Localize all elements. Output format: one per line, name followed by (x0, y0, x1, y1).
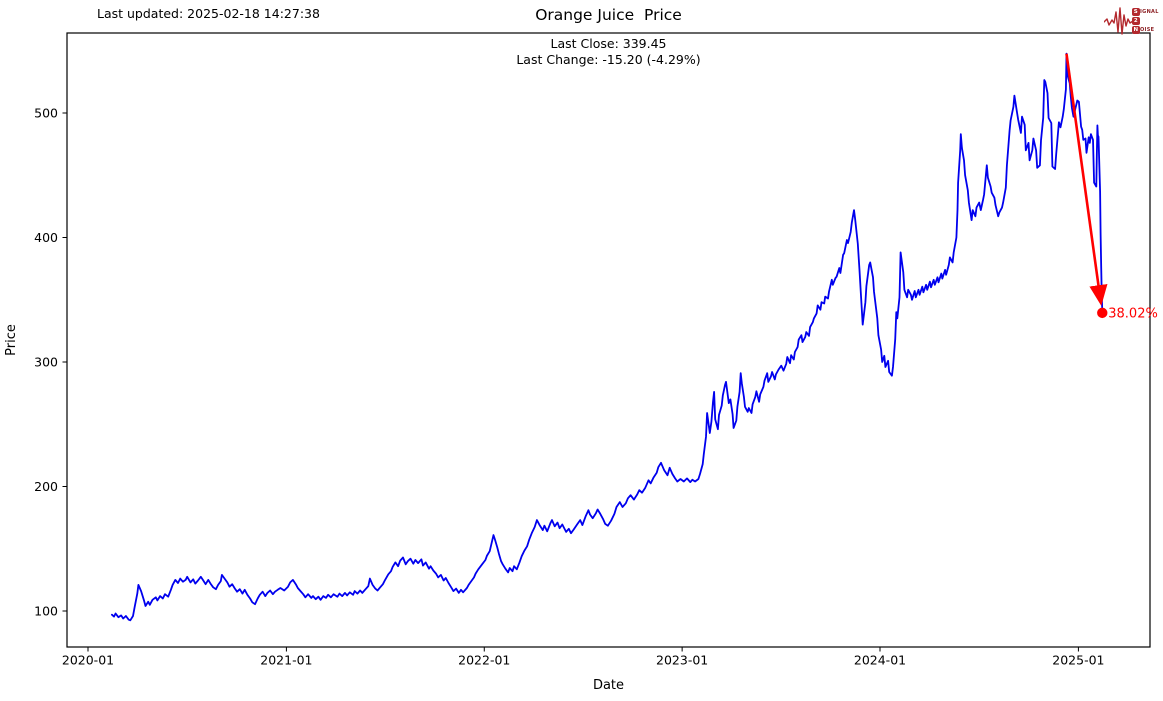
x-axis-tick-label: 2021-01 (260, 653, 312, 668)
y-axis-tick-label: 400 (34, 230, 58, 245)
last-close-text: Last Close: 339.45 (550, 36, 667, 51)
logo-badge-s: S (1132, 8, 1140, 16)
drawdown-label: 38.02% (1108, 306, 1158, 321)
x-axis-tick-label: 2022-01 (458, 653, 510, 668)
last-updated-text: Last updated: 2025-02-18 14:27:38 (97, 6, 320, 21)
chart-subtitle: Last Close: 339.45 Last Change: -15.20 (… (67, 36, 1150, 67)
x-axis-tick-label: 2020-01 (62, 653, 114, 668)
logo-badge-2: 2 (1132, 17, 1140, 25)
x-axis-tick-label: 2025-01 (1052, 653, 1104, 668)
logo-badge-n: N (1132, 26, 1140, 34)
page-title: Orange Juice Price (535, 6, 682, 24)
last-price-dot (1097, 307, 1108, 319)
y-axis-tick-label: 100 (34, 604, 58, 619)
signal2noise-logo: S IGNAL 2 N OISE (1104, 3, 1162, 39)
price-line (111, 52, 1104, 622)
x-axis-tick-label: 2024-01 (854, 653, 906, 668)
logo-word-ignal: IGNAL (1140, 9, 1159, 15)
plot-border (66, 32, 1151, 648)
x-axis-tick-label: 2023-01 (656, 653, 708, 668)
x-axis-label: Date (593, 678, 624, 693)
last-change-text: Last Change: -15.20 (-4.29%) (516, 51, 701, 67)
y-axis-label: Price (4, 324, 19, 356)
logo-text: S IGNAL 2 N OISE (1132, 8, 1159, 34)
logo-word-oise: OISE (1140, 27, 1155, 33)
drawdown-arrow (1065, 53, 1108, 306)
y-axis-tick-label: 200 (34, 479, 58, 494)
heartbeat-waveform-icon (1104, 7, 1134, 35)
y-axis-tick-label: 500 (34, 106, 58, 121)
y-axis-tick-label: 300 (34, 355, 58, 370)
